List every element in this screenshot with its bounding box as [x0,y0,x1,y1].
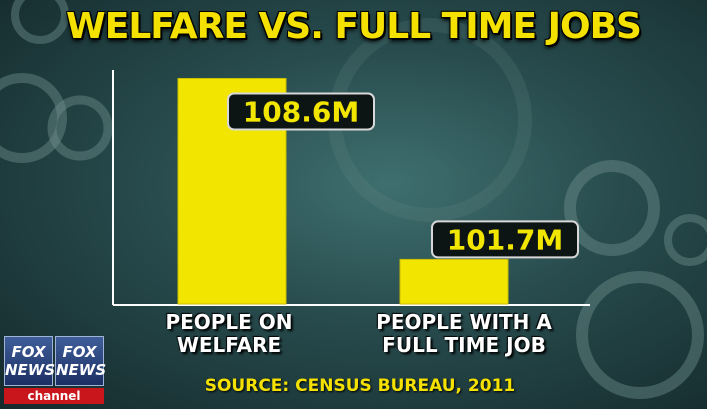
logo-channel: channel [4,388,104,404]
data-label-box-1 [431,220,579,259]
category-label-0: PEOPLE ON WELFARE [165,310,293,357]
data-label-1: 101.7M [447,223,563,256]
category-label-1: PEOPLE WITH A FULL TIME JOB [376,310,552,357]
fox-news-logo: FOX NEWS FOX NEWS channel [4,336,106,406]
source-note: SOURCE: CENSUS BUREAU, 2011 [204,376,516,396]
bar-1 [399,258,509,305]
logo-right: FOX NEWS [55,336,106,386]
data-label-0: 108.6M [243,95,359,128]
data-label-box-0 [227,92,375,131]
chart-title: WELFARE VS. FULL TIME JOBS [66,6,642,47]
logo-left: FOX NEWS [4,336,55,386]
